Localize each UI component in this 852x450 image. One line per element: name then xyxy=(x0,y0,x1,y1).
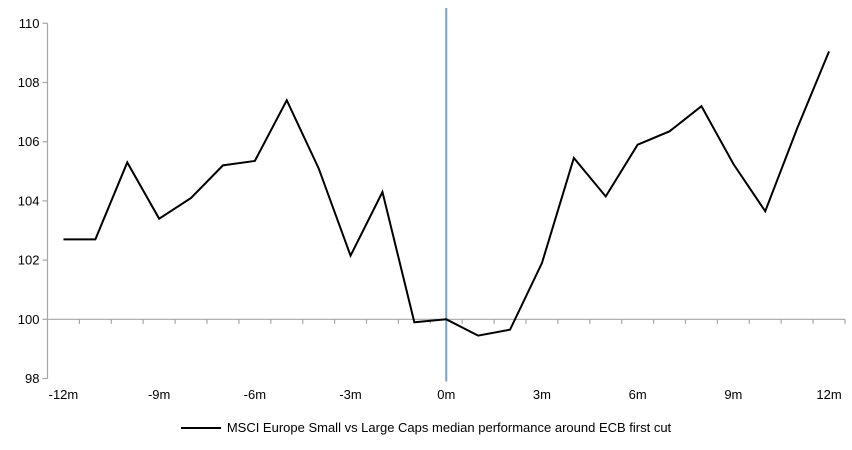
x-tick-label: 6m xyxy=(629,387,647,402)
x-tick-label: 0m xyxy=(437,387,455,402)
y-tick-label: 98 xyxy=(25,371,39,386)
x-tick-label: 9m xyxy=(724,387,742,402)
x-tick-label: 12m xyxy=(816,387,841,402)
y-tick-label: 100 xyxy=(18,312,40,327)
x-tick-label: -12m xyxy=(49,387,79,402)
y-tick-label: 108 xyxy=(18,75,40,90)
y-tick-label: 110 xyxy=(19,16,40,31)
x-tick-label: -6m xyxy=(244,387,266,402)
legend-line-sample-icon xyxy=(180,426,221,429)
x-tick-label: 3m xyxy=(533,387,551,402)
legend-label: MSCI Europe Small vs Large Caps median p… xyxy=(226,420,672,435)
y-tick-label: 106 xyxy=(18,134,40,149)
x-tick-label: -3m xyxy=(339,387,361,402)
x-tick-label: -9m xyxy=(148,387,170,402)
y-tick-label: 102 xyxy=(18,253,40,268)
y-tick-label: 104 xyxy=(18,193,40,208)
series-line xyxy=(63,51,830,337)
chart-legend: MSCI Europe Small vs Large Caps median p… xyxy=(0,420,852,435)
